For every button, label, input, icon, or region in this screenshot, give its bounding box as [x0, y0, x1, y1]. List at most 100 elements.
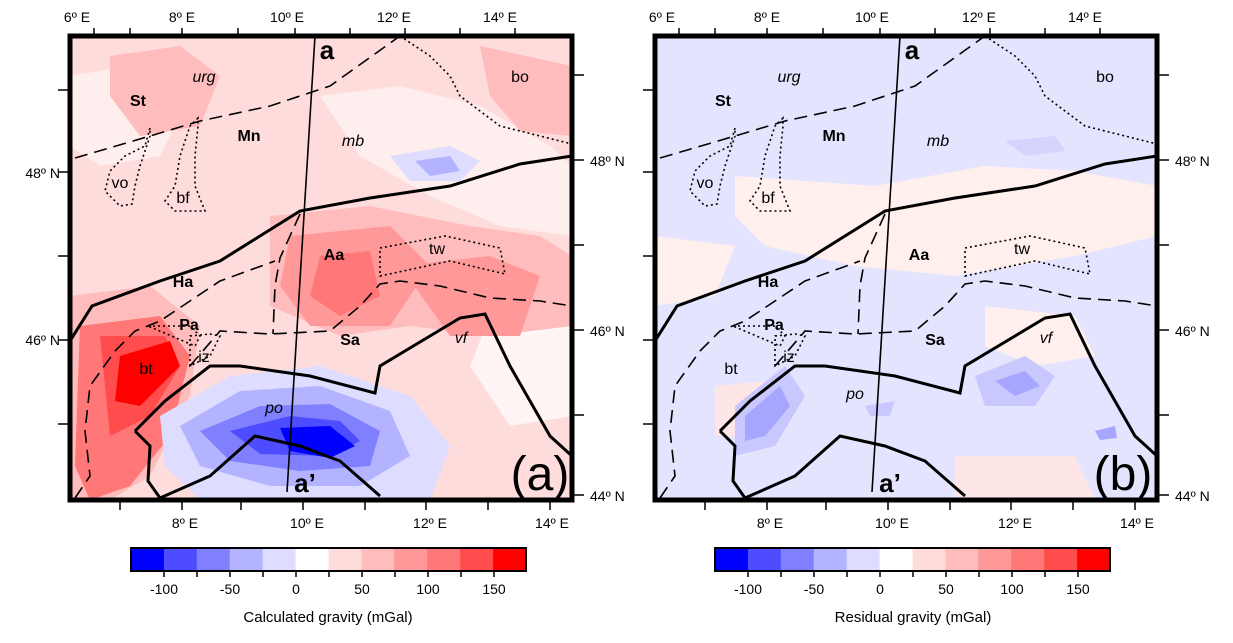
region-tw: tw: [429, 241, 445, 258]
colorbar-b-tick: -100: [734, 581, 762, 597]
colorbar-a-title: Calculated gravity (mGal): [243, 609, 412, 626]
region-vo-b: vo: [697, 175, 714, 192]
lat-label-46-mid: 46º N: [590, 323, 625, 339]
colorbar-b-swatch: [846, 548, 881, 571]
colorbar-b-swatch: [747, 548, 782, 571]
region-mn: Mn: [237, 128, 260, 145]
colorbar-a-swatch: [229, 548, 264, 571]
panel-a: 6º E 8º E 10º E 12º E 14º E 8º E 10º E 1…: [25, 9, 584, 531]
region-urg: urg: [192, 69, 215, 86]
colorbar-a-tick: 150: [482, 581, 506, 597]
colorbar-b-swatch: [945, 548, 979, 571]
colorbar-b-tick: 0: [876, 581, 884, 597]
colorbar-a-tick: -50: [220, 581, 240, 597]
colorbar-b-swatch: [879, 548, 913, 571]
colorbar-b: -100 -50 0 50 100 150 Residual gravity (…: [714, 547, 1111, 626]
region-mb: mb: [342, 133, 364, 150]
map-frame-b: [652, 33, 1160, 503]
colorbar-b-swatches: [715, 548, 1111, 571]
region-urg-b: urg: [777, 69, 800, 86]
region-bf-b: bf: [761, 190, 775, 207]
colorbar-b-title: Residual gravity (mGal): [835, 609, 992, 626]
colorbar-a-tick: 100: [416, 581, 440, 597]
colorbar-a-swatch: [493, 548, 527, 571]
region-ha: Ha: [173, 274, 194, 291]
lat-label-48: 48º N: [25, 165, 60, 181]
lat-label-48-mid: 48º N: [590, 153, 625, 169]
lon-label-top-14: 14º E: [483, 9, 517, 25]
panel-b-tag: (b): [1094, 448, 1153, 501]
lon-label-top-8: 8º E: [169, 9, 195, 25]
colorbar-b-swatch: [1077, 548, 1111, 571]
region-vf-b: vf: [1040, 330, 1054, 347]
colorbar-b-swatch: [813, 548, 848, 571]
region-bf: bf: [176, 190, 190, 207]
colorbar-a-swatch: [295, 548, 329, 571]
colorbar-b-swatch: [780, 548, 815, 571]
lon-label-top-10-b: 10º E: [855, 9, 889, 25]
region-mn-b: Mn: [822, 128, 845, 145]
colorbar-a-swatch: [427, 548, 461, 571]
region-vf: vf: [455, 330, 469, 347]
colorbar-a-swatch: [163, 548, 198, 571]
lon-label-top-8-b: 8º E: [754, 9, 780, 25]
map-frame-a: [67, 33, 575, 503]
colorbar-b-tick: 50: [938, 581, 954, 597]
panel-b: 6º E 8º E 10º E 12º E 14º E 8º E 10º E 1…: [590, 9, 1210, 531]
region-sa: Sa: [340, 332, 360, 349]
colorbar-a: -100 -50 0 50 100 150 Calculated gravity…: [130, 547, 527, 626]
colorbar-a-swatch: [262, 548, 297, 571]
lon-label-bottom-10: 10º E: [290, 515, 324, 531]
region-tw-b: tw: [1014, 241, 1030, 258]
colorbar-a-swatch: [460, 548, 494, 571]
region-mb-b: mb: [927, 133, 949, 150]
lon-label-top-6: 6º E: [64, 9, 90, 25]
lon-label-top-10: 10º E: [270, 9, 304, 25]
colorbar-a-swatch: [394, 548, 428, 571]
region-iz-b: iz: [783, 349, 795, 366]
colorbar-a-tick: 0: [292, 581, 300, 597]
colorbar-a-swatch: [361, 548, 395, 571]
colorbar-a-swatches: [131, 548, 527, 571]
lat-label-46: 46º N: [25, 332, 60, 348]
colorbar-a-swatch: [328, 548, 362, 571]
profile-end-label-b: a’: [879, 468, 901, 498]
lon-label-top-14-b: 14º E: [1068, 9, 1102, 25]
colorbar-a-swatch: [131, 548, 165, 571]
lon-label-top-12-b: 12º E: [962, 9, 996, 25]
region-aa: Aa: [324, 247, 345, 264]
region-bt: bt: [139, 361, 153, 378]
lat-label-44-mid: 44º N: [590, 488, 625, 504]
lon-label-bottom-12: 12º E: [413, 515, 447, 531]
colorbar-a-tick: 50: [354, 581, 370, 597]
colorbar-b-tick: 150: [1066, 581, 1090, 597]
region-pa-b: Pa: [764, 317, 784, 334]
region-sa-b: Sa: [925, 332, 945, 349]
lon-label-bottom-8-b: 8º E: [757, 515, 783, 531]
profile-start-label: a: [320, 35, 335, 65]
region-bo-b: bo: [1096, 69, 1114, 86]
lat-label-44-right: 44º N: [1175, 488, 1210, 504]
colorbar-b-swatch: [1044, 548, 1078, 571]
region-ha-b: Ha: [758, 274, 779, 291]
profile-end-label: a’: [294, 468, 316, 498]
region-po-b: po: [845, 386, 864, 403]
region-bt-b: bt: [724, 361, 738, 378]
colorbar-b-swatch: [978, 548, 1012, 571]
profile-start-label-b: a: [905, 35, 920, 65]
region-aa-b: Aa: [909, 247, 930, 264]
colorbar-b-swatch: [1011, 548, 1045, 571]
colorbar-a-tick: -100: [150, 581, 178, 597]
lon-label-bottom-14: 14º E: [535, 515, 569, 531]
lon-label-bottom-14-b: 14º E: [1120, 515, 1154, 531]
region-vo: vo: [112, 175, 129, 192]
lon-label-top-12: 12º E: [377, 9, 411, 25]
colorbar-b-swatch: [715, 548, 749, 571]
lon-label-bottom-10-b: 10º E: [875, 515, 909, 531]
lon-label-top-6-b: 6º E: [649, 9, 675, 25]
lat-label-48-right: 48º N: [1175, 153, 1210, 169]
region-st-b: St: [715, 93, 732, 110]
region-st: St: [130, 93, 147, 110]
lon-label-bottom-8: 8º E: [172, 515, 198, 531]
